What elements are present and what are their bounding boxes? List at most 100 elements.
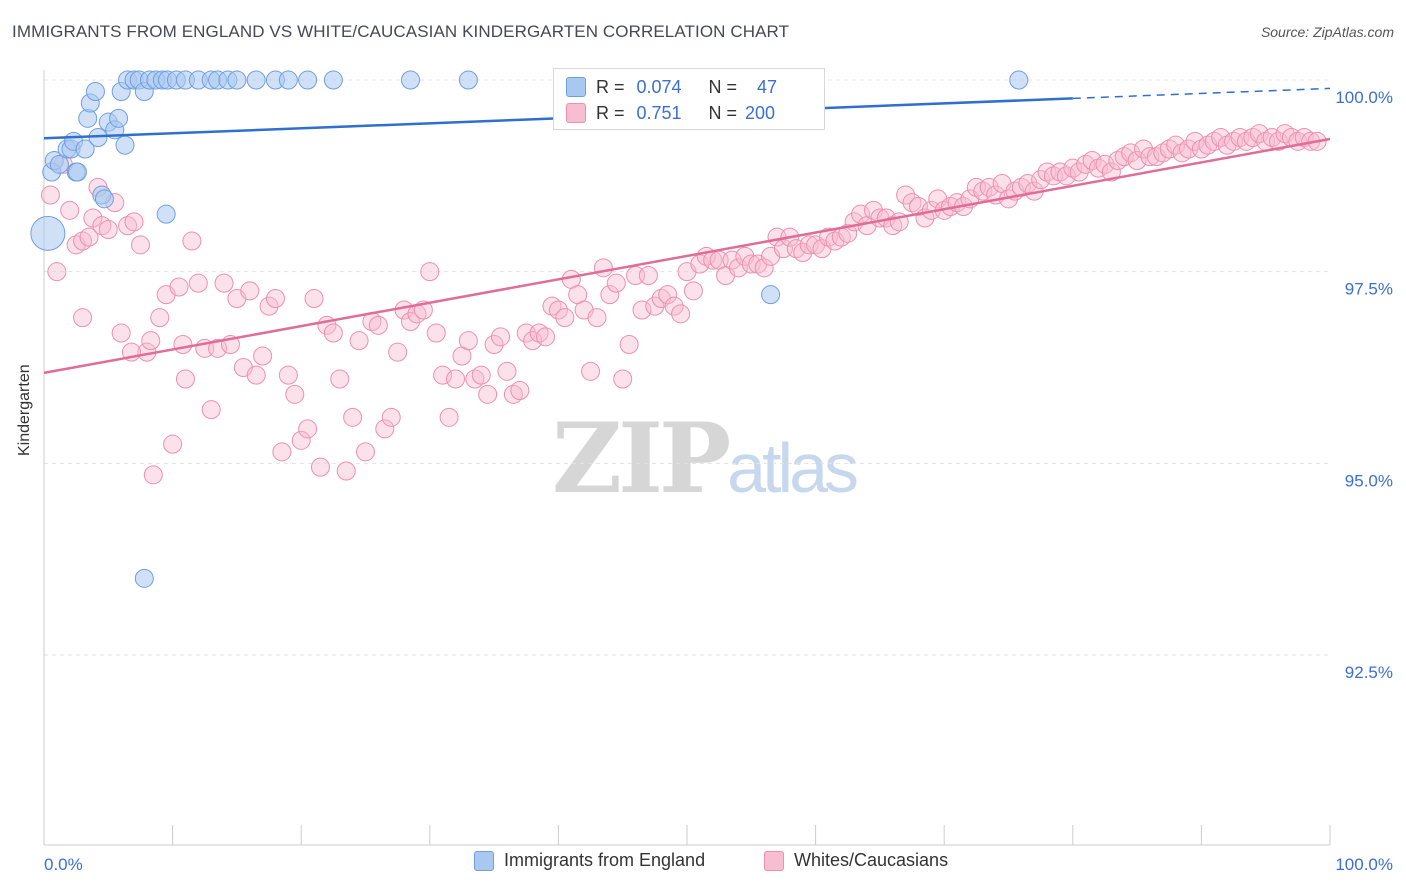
pink-point [497, 361, 517, 381]
pink-point [581, 361, 601, 381]
pink-point [838, 223, 858, 243]
pink-point [1101, 162, 1121, 182]
pink-point [1095, 154, 1115, 174]
pink-point [1127, 151, 1147, 170]
pink-point [60, 200, 80, 220]
pink-point [336, 461, 356, 481]
pink-point [150, 308, 170, 328]
pink-point [600, 285, 620, 305]
pink-point [664, 296, 684, 316]
pink-point [79, 227, 99, 247]
x-tick-labels: 0.0% 100.0% [44, 855, 1393, 874]
pink-point [124, 212, 144, 232]
y-tick-labels: 92.5% 95.0% 97.5% 100.0% [1335, 88, 1393, 682]
r-label: R = [596, 102, 625, 123]
pink-point [240, 281, 260, 301]
pink-point [143, 465, 163, 485]
y-axis-title: Kindergarten [16, 364, 33, 456]
axes [43, 70, 1331, 846]
watermark-atlas: atlas [727, 429, 859, 507]
pink-point [1056, 166, 1076, 186]
pink-point [98, 220, 118, 239]
pink-point [208, 338, 228, 358]
pink-point [420, 262, 440, 282]
blue-point [85, 82, 105, 101]
blue-r-value: 0.074 [636, 76, 682, 97]
blue-point [156, 204, 176, 224]
pink-point [683, 281, 703, 301]
pink-n-value: 200 [745, 102, 776, 123]
pink-point [259, 296, 279, 316]
pink-point [253, 346, 273, 366]
pink-point [1185, 131, 1205, 151]
pink-point [548, 300, 568, 320]
pink-point [188, 273, 208, 293]
x-tick-label-right: 100.0% [1335, 855, 1393, 874]
pink-point [671, 304, 691, 324]
immigrants-england-points [30, 70, 1029, 588]
pink-point [246, 365, 266, 385]
pink-point [111, 323, 131, 343]
blue-point [115, 135, 135, 155]
pink-point [130, 235, 150, 255]
pink-point [169, 277, 189, 297]
pink-point [1166, 135, 1186, 155]
stats-legend: R = 0.074 N = 47 R = 0.751 N = 200 [553, 68, 825, 130]
pink-point [458, 331, 478, 351]
pink-point [375, 419, 395, 439]
pink-point [613, 369, 633, 389]
pink-point [593, 258, 613, 278]
blue-swatch [566, 77, 586, 97]
pink-point [349, 331, 369, 351]
pink-point [433, 365, 453, 385]
pink-swatch [566, 103, 586, 123]
pink-point [1121, 143, 1141, 163]
pink-point [446, 369, 466, 389]
pink-point [754, 258, 774, 278]
pink-point [298, 419, 318, 439]
pink-point [291, 430, 311, 450]
r-label: R = [596, 76, 625, 97]
x-tick-label-left: 0.0% [44, 855, 83, 874]
legend-swatch-blue [474, 850, 494, 871]
n-label: N = [708, 76, 738, 97]
bottom-legend: Immigrants from England Whites/Caucasian… [0, 850, 1406, 878]
blue-point [109, 108, 129, 128]
pink-point [471, 365, 491, 385]
stats-row-blue: R = 0.074 N = 47 [566, 74, 777, 100]
blue-point [401, 70, 421, 90]
blue-point [278, 70, 298, 90]
pink-point [619, 335, 639, 354]
pink-trend-line [43, 137, 1331, 375]
pink-point [523, 331, 543, 351]
pink-point [690, 254, 710, 274]
pink-point [1211, 128, 1231, 147]
pink-point [491, 327, 511, 347]
legend-item-immigrants-england: Immigrants from England [474, 850, 705, 871]
pink-point [510, 381, 530, 400]
legend-label-pink: Whites/Caucasians [794, 850, 949, 870]
blue-point [134, 568, 154, 588]
blue-trend-extension [1072, 87, 1331, 100]
pink-point [587, 308, 607, 328]
pink-point [175, 369, 195, 389]
source-label: Source: ZipAtlas.com [1260, 24, 1394, 40]
chart-title: IMMIGRANTS FROM ENGLAND VS WHITE/CAUCASI… [12, 22, 790, 41]
blue-n-value: 47 [757, 76, 778, 97]
pink-point [439, 407, 459, 427]
pink-point [368, 315, 388, 335]
pink-point [388, 342, 408, 362]
pink-point [658, 285, 678, 305]
pink-point [173, 335, 193, 354]
blue-point [298, 70, 318, 90]
pink-point [323, 323, 343, 343]
pink-point [536, 327, 556, 347]
blue-point [761, 285, 781, 305]
blue-point [227, 70, 247, 90]
pink-point [645, 296, 665, 316]
y-tick-label: 92.5% [1345, 663, 1393, 682]
pink-point [426, 323, 446, 343]
pink-point [1069, 162, 1089, 182]
n-label: N = [708, 102, 738, 123]
legend-swatch-pink [764, 850, 784, 871]
